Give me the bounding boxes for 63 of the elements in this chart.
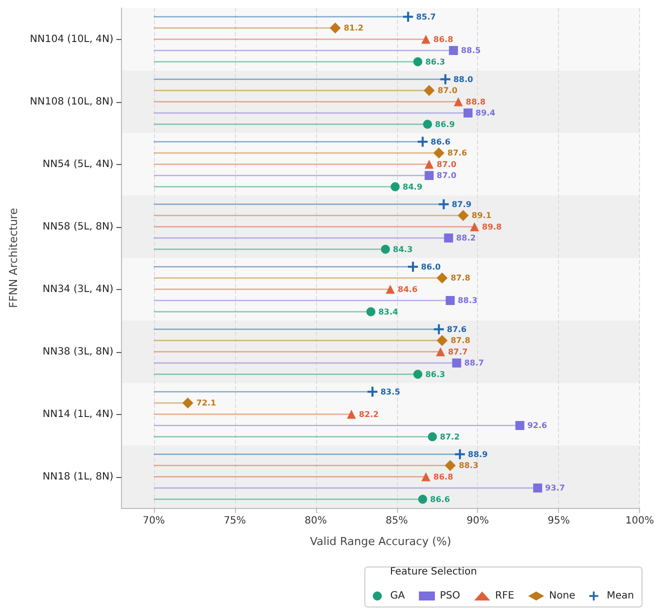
data-label: 88.8: [466, 97, 486, 106]
data-label: 88.3: [458, 461, 478, 470]
y-tick-label: NN14 (1L, 4N): [42, 408, 114, 420]
x-tick-label: 80%: [304, 516, 327, 526]
legend-label: RFE: [495, 590, 514, 602]
data-label: 89.1: [472, 211, 492, 220]
data-label: 82.2: [358, 410, 379, 419]
data-label: 83.5: [380, 387, 401, 396]
data-label: 86.9: [435, 120, 456, 129]
x-tick-label: 90%: [466, 516, 489, 526]
legend-label: Mean: [606, 590, 634, 602]
legend-label: None: [549, 590, 576, 602]
data-label: 86.6: [430, 137, 451, 146]
data-label: 87.6: [447, 148, 468, 158]
data-label: 86.3: [425, 57, 446, 66]
data-label: 87.6: [446, 324, 468, 334]
y-tick-label: NN58 (5L, 8N): [42, 221, 114, 232]
data-label: 88.2: [456, 234, 476, 242]
data-label: 86.6: [430, 494, 450, 504]
x-tick-label: 95%: [548, 516, 570, 526]
data-label: 87.9: [452, 200, 472, 209]
x-tick-label: 70%: [142, 516, 165, 526]
legend-title: Feature Selection: [390, 566, 478, 578]
data-label: 88.5: [460, 46, 482, 55]
data-label: 87.8: [450, 274, 471, 282]
y-tick-label: NN54 (5L, 4N): [42, 158, 114, 170]
data-label: 72.1: [196, 398, 216, 408]
legend-label: PSO: [440, 590, 460, 602]
data-label: 84.6: [398, 284, 418, 294]
data-label: 84.3: [392, 244, 413, 254]
data-label: 88.9: [468, 450, 488, 459]
data-label: 89.4: [476, 108, 496, 118]
y-axis-title: FFNN Architecture: [7, 208, 20, 308]
data-label: 87.0: [438, 86, 458, 95]
x-tick-label: 100%: [625, 516, 654, 526]
x-axis-title: Valid Range Accuracy (%): [310, 535, 452, 548]
data-label: 88.0: [453, 74, 474, 84]
y-tick-label: NN18 (1L, 8N): [42, 471, 114, 482]
data-label: 88.7: [464, 358, 484, 368]
data-label: 86.3: [425, 370, 446, 379]
data-label: 85.7: [416, 12, 436, 22]
y-tick-label: NN34 (3L, 4N): [42, 284, 114, 295]
legend-label: GA: [390, 590, 406, 602]
data-label: 84.9: [402, 182, 423, 192]
data-label: 92.6: [527, 421, 548, 430]
y-tick-label: NN108 (10L, 8N): [30, 96, 114, 108]
data-label: 87.7: [448, 347, 468, 356]
y-tick-label: NN104 (10L, 4N): [30, 34, 114, 45]
data-label: 93.7: [545, 484, 565, 492]
data-label: 86.8: [433, 472, 454, 482]
x-tick-label: 75%: [224, 516, 246, 526]
data-label: 83.4: [378, 307, 399, 316]
data-label: 81.2: [344, 24, 364, 32]
data-label: 88.3: [458, 296, 478, 305]
data-label: 86.8: [433, 34, 454, 44]
data-label: 89.8: [482, 222, 502, 232]
data-label: 87.0: [436, 160, 457, 169]
data-label: 86.0: [420, 262, 442, 272]
data-label: 87.2: [440, 432, 460, 442]
y-tick-label: NN38 (3L, 8N): [42, 346, 114, 358]
data-label: 87.8: [450, 336, 471, 345]
data-label: 87.0: [436, 171, 457, 180]
x-tick-label: 85%: [386, 516, 408, 526]
